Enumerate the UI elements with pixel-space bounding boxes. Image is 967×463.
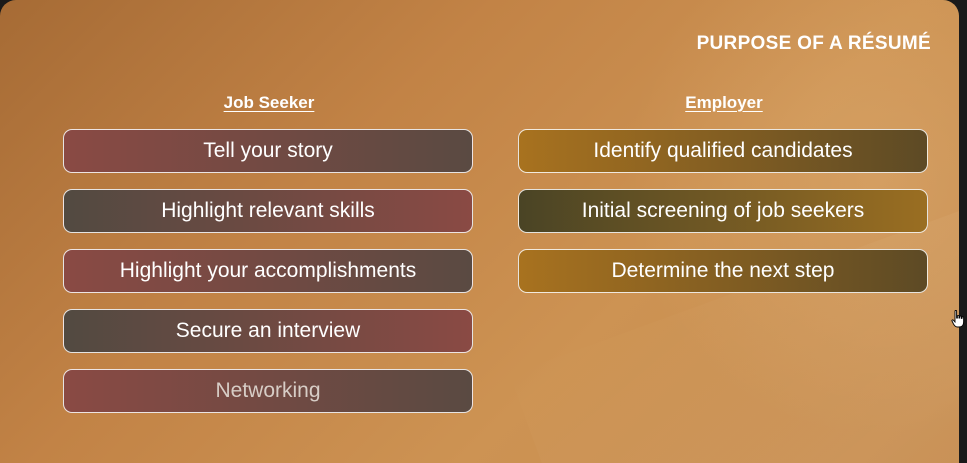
slide-title: PURPOSE OF A RÉSUMÉ [696, 33, 931, 54]
job-seeker-item-accomplishments[interactable]: Highlight your accomplishments [63, 249, 473, 293]
job-seeker-item-highlight-skills[interactable]: Highlight relevant skills [63, 189, 473, 233]
employer-item-initial-screening[interactable]: Initial screening of job seekers [518, 189, 928, 233]
employer-item-identify-candidates[interactable]: Identify qualified candidates [518, 129, 928, 173]
employer-item-next-step[interactable]: Determine the next step [518, 249, 928, 293]
job-seeker-item-secure-interview[interactable]: Secure an interview [63, 309, 473, 353]
job-seeker-heading: Job Seeker [223, 93, 315, 112]
hand-pointer-icon [951, 310, 965, 328]
employer-heading: Employer [685, 93, 763, 112]
job-seeker-item-networking[interactable]: Networking [63, 369, 473, 413]
job-seeker-item-tell-your-story[interactable]: Tell your story [63, 129, 473, 173]
